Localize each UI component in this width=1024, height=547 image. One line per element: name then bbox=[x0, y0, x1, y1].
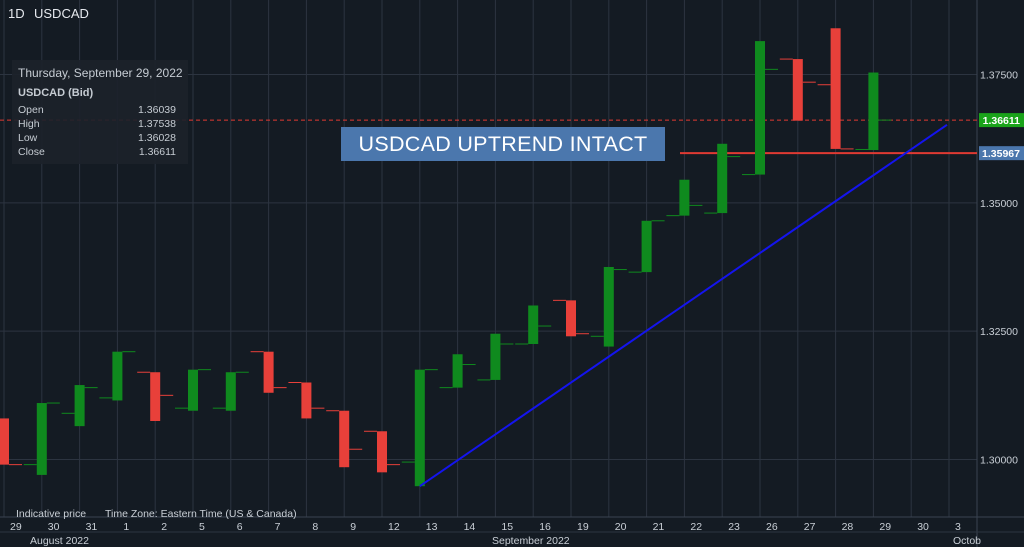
x-tick-label: 22 bbox=[690, 521, 702, 533]
candle-body bbox=[0, 418, 9, 465]
candle-body bbox=[641, 220, 652, 273]
footer-note: Indicative price Time Zone: Eastern Time… bbox=[16, 508, 297, 520]
candle-body bbox=[452, 354, 463, 388]
x-tick-label: 16 bbox=[539, 521, 551, 533]
x-tick-label: 3 bbox=[955, 521, 961, 533]
x-tick-label: 13 bbox=[426, 521, 438, 533]
resistance-tag-label: 1.35967 bbox=[982, 148, 1020, 160]
y-tick-label: 1.35000 bbox=[980, 198, 1018, 210]
info-row-open: Open 1.36039 bbox=[18, 104, 182, 118]
month-label: August 2022 bbox=[30, 535, 89, 547]
x-tick-label: 6 bbox=[237, 521, 243, 533]
candle-body bbox=[566, 300, 576, 337]
x-tick-label: 7 bbox=[275, 521, 281, 533]
candle-body bbox=[263, 351, 274, 393]
x-tick-label: 12 bbox=[388, 521, 400, 533]
x-tick-label: 27 bbox=[804, 521, 816, 533]
info-high-label: High bbox=[18, 118, 40, 130]
month-label: September 2022 bbox=[492, 535, 570, 547]
x-tick-label: 14 bbox=[464, 521, 476, 533]
info-low-value: 1.36028 bbox=[138, 132, 176, 144]
uptrend-annotation: USDCAD UPTREND INTACT bbox=[341, 127, 665, 161]
info-close-value: 1.36611 bbox=[138, 146, 176, 158]
timezone-text: Time Zone: Eastern Time (US & Canada) bbox=[104, 508, 297, 520]
symbol-label[interactable]: USDCAD bbox=[34, 6, 89, 21]
candle-body bbox=[868, 72, 879, 151]
uptrend-line bbox=[419, 123, 948, 488]
info-high-value: 1.37538 bbox=[138, 118, 176, 130]
candle-body bbox=[188, 369, 198, 411]
candle-body bbox=[830, 28, 841, 149]
candle-body bbox=[792, 59, 803, 121]
x-tick-label: 30 bbox=[917, 521, 929, 533]
x-tick-label: 28 bbox=[842, 521, 854, 533]
info-close-label: Close bbox=[18, 146, 45, 158]
x-tick-label: 23 bbox=[728, 521, 740, 533]
info-instrument: USDCAD (Bid) bbox=[18, 87, 94, 99]
candle-body bbox=[74, 385, 85, 427]
candle-body bbox=[339, 410, 350, 468]
candle-body bbox=[377, 431, 387, 473]
x-tick-label: 8 bbox=[312, 521, 318, 533]
y-tick-label: 1.37500 bbox=[980, 69, 1018, 81]
y-tick-label: 1.32500 bbox=[980, 326, 1018, 338]
x-tick-label: 26 bbox=[766, 521, 778, 533]
candle-body bbox=[112, 351, 123, 401]
info-open-label: Open bbox=[18, 104, 44, 116]
x-tick-label: 19 bbox=[577, 521, 589, 533]
candle-body bbox=[755, 41, 765, 175]
x-tick-label: 9 bbox=[350, 521, 356, 533]
candle-body bbox=[603, 266, 614, 347]
indicative-price-text: Indicative price bbox=[16, 508, 87, 520]
y-tick-label: 1.30000 bbox=[980, 455, 1018, 467]
x-tick-label: 20 bbox=[615, 521, 627, 533]
x-tick-label: 15 bbox=[501, 521, 513, 533]
month-label: Octob bbox=[953, 535, 981, 547]
x-tick-label: 2 bbox=[161, 521, 167, 533]
last-price-tag-label: 1.36611 bbox=[983, 115, 1021, 127]
candle-body bbox=[225, 372, 236, 411]
candle-body bbox=[36, 403, 47, 475]
candle-body bbox=[679, 179, 690, 216]
info-open-value: 1.36039 bbox=[138, 104, 176, 116]
candle-body bbox=[301, 382, 312, 419]
info-date: Thursday, September 29, 2022 bbox=[18, 66, 183, 80]
resistance-tag-bg bbox=[979, 146, 1024, 161]
last-price-tag-bg bbox=[979, 113, 1024, 128]
x-tick-label: 5 bbox=[199, 521, 205, 533]
candle-body bbox=[528, 305, 539, 344]
candle-body bbox=[414, 369, 425, 487]
candle-body bbox=[717, 143, 728, 214]
x-tick-label: 29 bbox=[10, 521, 22, 533]
x-tick-label: 30 bbox=[48, 521, 60, 533]
x-tick-label: 29 bbox=[879, 521, 891, 533]
candle-body bbox=[150, 372, 161, 421]
x-tick-label: 31 bbox=[86, 521, 98, 533]
candle-body bbox=[490, 333, 501, 380]
ohlc-info-panel: Thursday, September 29, 2022 USDCAD (Bid… bbox=[12, 60, 188, 164]
info-row-high: High 1.37538 bbox=[18, 118, 182, 132]
x-tick-label: 21 bbox=[653, 521, 665, 533]
info-row-low: Low 1.36028 bbox=[18, 132, 182, 146]
info-low-label: Low bbox=[18, 132, 38, 144]
timeframe-label[interactable]: 1D bbox=[8, 6, 25, 21]
x-tick-label: 1 bbox=[123, 521, 129, 533]
info-row-close: Close 1.36611 bbox=[18, 146, 182, 160]
